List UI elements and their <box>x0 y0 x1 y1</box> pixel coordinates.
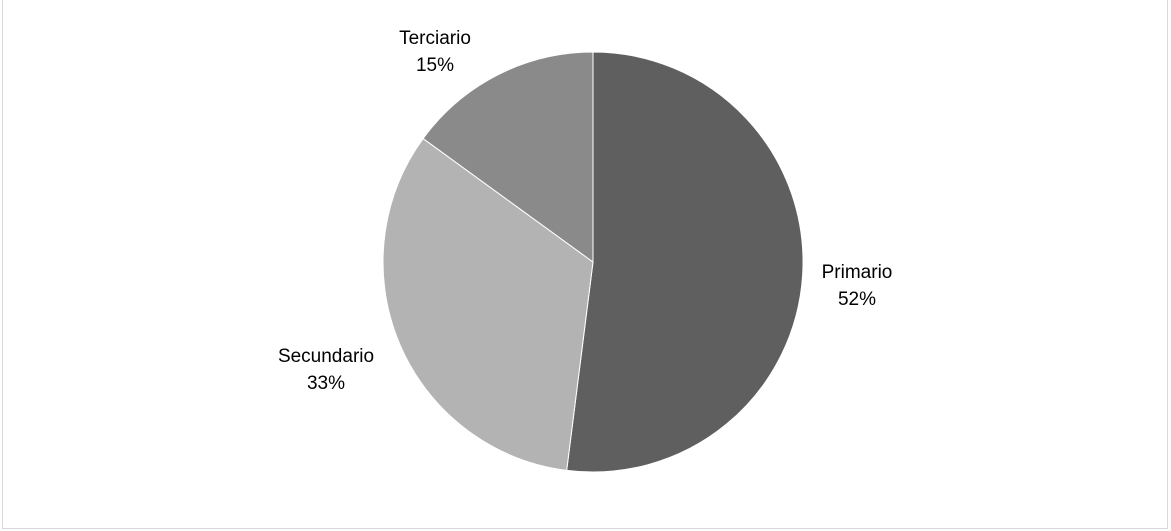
pie-slice-primario <box>566 51 804 473</box>
slice-label-primario-value: 52% <box>838 289 876 310</box>
slice-label-secundario-name: Secundario <box>278 346 374 367</box>
pie-slices <box>382 51 804 473</box>
pie-slice-secundario <box>382 137 594 471</box>
slice-label-primario-name: Primario <box>822 262 893 283</box>
slice-label-terciario-value: 15% <box>416 55 454 76</box>
slice-label-secundario-value: 33% <box>307 373 345 394</box>
slice-label-terciario-name: Terciario <box>399 28 471 49</box>
pie-slice-terciario <box>422 51 594 263</box>
